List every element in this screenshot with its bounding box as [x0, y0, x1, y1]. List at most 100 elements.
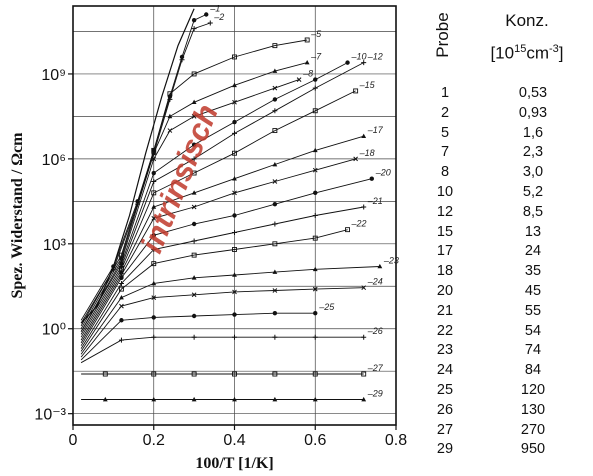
- sample-row: 23 74: [428, 341, 593, 361]
- data-point: [272, 179, 278, 184]
- series-line: [80, 39, 308, 327]
- series-12: –12: [80, 52, 383, 335]
- data-point: [272, 43, 278, 49]
- data-point: [272, 161, 278, 167]
- y-tick-label: 10⁹: [41, 67, 66, 84]
- sample-row: 29 950: [428, 440, 593, 460]
- data-point: [353, 156, 358, 162]
- series-line: [80, 336, 364, 364]
- data-point: [361, 371, 367, 377]
- konz-cell: 84: [524, 362, 542, 379]
- data-point: [232, 130, 237, 136]
- data-point: [191, 292, 197, 298]
- series-label: –5: [310, 29, 322, 39]
- series-line: [80, 62, 364, 335]
- data-point: [191, 238, 197, 244]
- series-line: [80, 62, 308, 329]
- series-label: –17: [367, 125, 384, 135]
- x-tick-label: 0.6: [304, 432, 326, 449]
- probe-cell: 12: [436, 203, 454, 220]
- konz-cell: 54: [524, 322, 542, 339]
- data-point: [232, 289, 237, 295]
- sample-row: 24 84: [428, 361, 593, 381]
- konz-cell: 130: [520, 401, 546, 418]
- data-point: [232, 119, 237, 125]
- data-point: [232, 54, 237, 60]
- sample-row: 21 55: [428, 302, 593, 322]
- data-point: [232, 229, 237, 235]
- series-label: –26: [367, 326, 383, 336]
- data-point: [118, 337, 124, 343]
- data-point: [312, 371, 318, 377]
- data-point: [272, 371, 278, 377]
- data-point: [232, 272, 237, 277]
- data-point: [204, 12, 209, 17]
- probe-cell: 8: [440, 164, 450, 181]
- series-label: –2: [213, 12, 224, 22]
- data-point: [232, 213, 237, 218]
- data-point: [272, 201, 278, 207]
- konz-cell: 8,5: [522, 203, 544, 220]
- series-label: –8: [302, 69, 313, 79]
- data-point: [191, 371, 197, 377]
- probe-cell: 21: [436, 302, 454, 319]
- data-point: [312, 396, 318, 402]
- probe-cell: 20: [436, 282, 454, 299]
- series-layer: –1–2 –5 –7 –8 –10 –12 –15 –17 –18–20 –21 –22 –23 –24…: [80, 3, 399, 402]
- data-point: [272, 108, 278, 114]
- data-point: [369, 176, 374, 181]
- data-point: [167, 128, 173, 133]
- series-label: –7: [310, 52, 322, 62]
- sample-rows: 1 0,53 2 0,93 5 1,6 7 2,3 8 3,0 10 5,2 12 8,5 15 13 17 24…: [428, 84, 593, 460]
- probe-cell: 29: [436, 441, 454, 458]
- konz-cell: 3,0: [522, 164, 544, 181]
- data-point: [361, 334, 367, 340]
- data-point: [304, 60, 310, 65]
- data-point: [191, 114, 197, 119]
- data-point: [102, 371, 108, 377]
- data-point: [272, 97, 278, 102]
- data-point: [312, 334, 318, 340]
- sample-row: 7 2,3: [428, 143, 593, 163]
- data-point: [361, 133, 367, 139]
- data-point: [191, 99, 197, 105]
- data-point: [191, 26, 197, 32]
- data-point: [151, 315, 156, 320]
- data-point: [191, 17, 197, 23]
- series-label: –25: [318, 302, 335, 312]
- data-point: [151, 396, 157, 402]
- data-point: [167, 91, 173, 97]
- probe-cell: 5: [440, 124, 450, 141]
- data-point: [151, 150, 157, 156]
- series-line: [80, 62, 348, 332]
- sample-row: 1 0,53: [428, 84, 593, 104]
- x-axis-title: 100/T [1/K]: [195, 455, 273, 472]
- y-tick-label: 10⁻³: [34, 407, 66, 424]
- data-point: [118, 286, 124, 292]
- data-point: [119, 318, 124, 323]
- series-label: –20: [375, 168, 391, 178]
- series-label: –22: [351, 219, 367, 229]
- series-24: –24: [80, 277, 383, 358]
- series-label: –24: [367, 277, 383, 287]
- data-point: [151, 170, 156, 176]
- data-point: [312, 147, 318, 153]
- data-point: [232, 247, 237, 252]
- series-line: [80, 22, 211, 324]
- series-line: [80, 158, 356, 344]
- data-point: [232, 334, 237, 340]
- sample-row: 10 5,2: [428, 183, 593, 203]
- konz-cell: 120: [520, 381, 546, 398]
- data-point: [361, 396, 367, 402]
- data-point: [151, 215, 157, 221]
- data-point: [118, 280, 124, 286]
- data-point: [312, 213, 318, 218]
- probe-header-text: Probe: [433, 12, 452, 58]
- data-point: [102, 396, 108, 402]
- konz-header-unit: [1015cm-3]: [490, 43, 564, 63]
- data-point: [312, 167, 318, 173]
- data-point: [191, 156, 197, 162]
- data-point: [345, 60, 350, 65]
- series-line: [80, 287, 364, 358]
- y-tick-label: 10³: [43, 237, 67, 254]
